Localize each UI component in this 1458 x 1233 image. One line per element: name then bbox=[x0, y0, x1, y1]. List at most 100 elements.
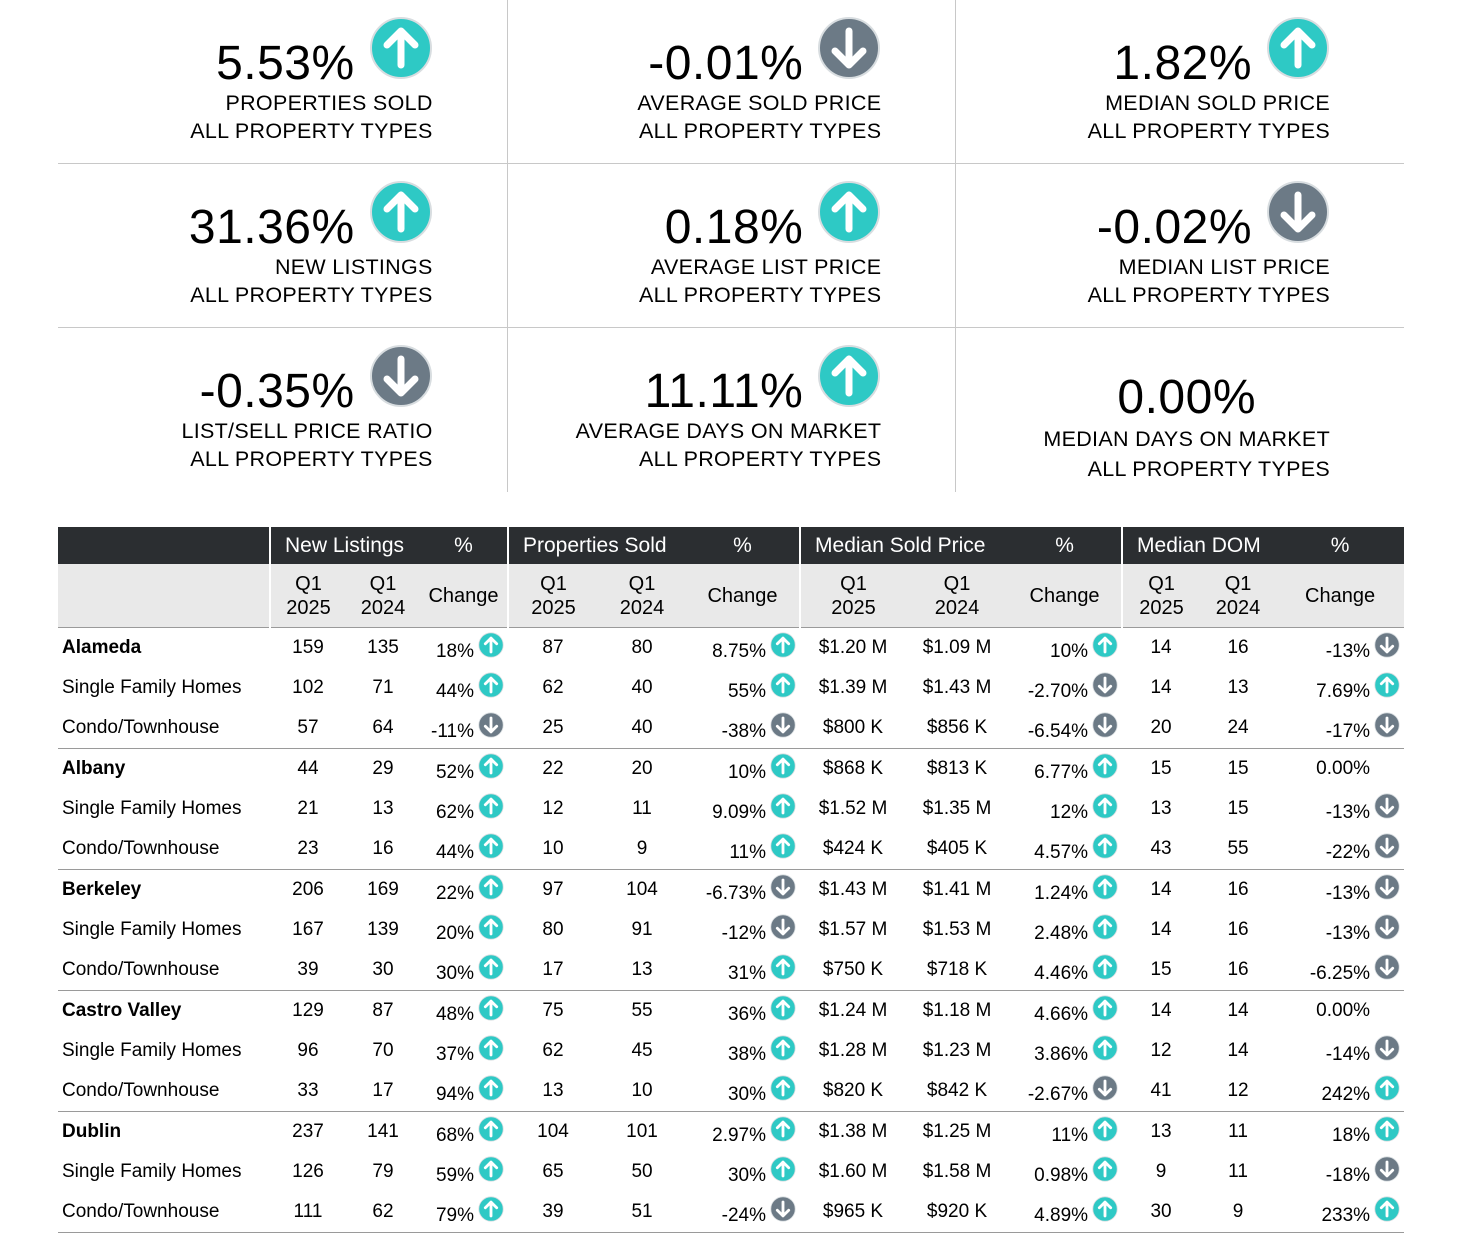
kpi-sublabel: ALL PROPERTY TYPES bbox=[638, 447, 882, 471]
change-value: 0.00% bbox=[1316, 758, 1371, 779]
up-arrow-icon bbox=[478, 874, 504, 900]
change-cell: -14% bbox=[1276, 1031, 1404, 1071]
value-2024: 91 bbox=[631, 919, 653, 940]
change-cell: -13% bbox=[1276, 910, 1404, 950]
change-cell: 233% bbox=[1276, 1192, 1405, 1233]
change-value: 7.69% bbox=[1316, 681, 1371, 702]
kpi-sublabel: ALL PROPERTY TYPES bbox=[1087, 283, 1331, 307]
value-2025: $800 K bbox=[822, 717, 884, 738]
change-value: 11% bbox=[729, 842, 767, 863]
change-value: -6.54% bbox=[1027, 721, 1089, 742]
row-label: Single Family Homes bbox=[62, 919, 242, 940]
kpi-label: AVERAGE LIST PRICE bbox=[650, 255, 882, 279]
value-2025: 30 bbox=[1122, 1192, 1201, 1233]
change-cell: -13% bbox=[1276, 628, 1404, 669]
change-cell: -13% bbox=[1276, 869, 1405, 910]
change-value: 233% bbox=[1321, 1205, 1371, 1226]
value-2025: 41 bbox=[1150, 1080, 1172, 1101]
change-cell: -18% bbox=[1276, 1152, 1404, 1192]
value-2024: 71 bbox=[372, 677, 394, 698]
value-2024: $1.25 M bbox=[906, 1111, 1009, 1152]
value-2024: 141 bbox=[346, 1111, 420, 1152]
value-2024: 12 bbox=[1227, 1080, 1249, 1101]
down-arrow-icon bbox=[1092, 672, 1118, 698]
group-header-properties-sold: Properties Sold bbox=[506, 527, 687, 564]
value-2025: 15 bbox=[1122, 748, 1201, 789]
change-value: 4.57% bbox=[1034, 842, 1089, 863]
value-2024: $813 K bbox=[906, 748, 1009, 789]
value-2025: $820 K bbox=[822, 1080, 884, 1101]
value-2025: 39 bbox=[508, 1192, 598, 1233]
value-2025: 104 bbox=[508, 1111, 598, 1152]
table-row: Single Family Homes 126 79 59% 65 50 30% $1.60 … bbox=[58, 1152, 1404, 1192]
change-value: 2.48% bbox=[1034, 923, 1089, 944]
value-2025: 14 bbox=[1122, 869, 1201, 910]
value-2025: 206 bbox=[270, 869, 346, 910]
change-cell: 30% bbox=[420, 950, 508, 991]
value-2024: $1.23 M bbox=[922, 1040, 992, 1061]
group-header-new-listings: New Listings bbox=[269, 527, 420, 564]
kpi-value: 0.00% bbox=[1117, 371, 1256, 424]
change-cell: 68% bbox=[420, 1111, 508, 1152]
kpi-sublabel: ALL PROPERTY TYPES bbox=[190, 447, 433, 471]
up-arrow-icon bbox=[1267, 17, 1330, 79]
value-2024: $1.18 M bbox=[906, 990, 1009, 1031]
down-arrow-icon bbox=[478, 712, 504, 738]
row-label: Condo/Townhouse bbox=[62, 717, 220, 738]
value-2025: $1.60 M bbox=[818, 1161, 888, 1182]
change-value: 37% bbox=[435, 1044, 474, 1065]
change-value: -13% bbox=[1325, 802, 1371, 823]
change-value: 0.98% bbox=[1034, 1165, 1089, 1186]
kpi-sublabel: ALL PROPERTY TYPES bbox=[638, 119, 882, 143]
change-value: 8.75% bbox=[712, 641, 767, 662]
value-2024: 24 bbox=[1227, 717, 1249, 738]
value-2025: 21 bbox=[297, 798, 319, 819]
value-2024: 70 bbox=[372, 1040, 394, 1061]
kpi-sublabel: ALL PROPERTY TYPES bbox=[190, 283, 433, 307]
change-cell: -2.70% bbox=[1008, 668, 1122, 708]
kpi-card: 1.82% MEDIAN SOLD PRICE ALL PROPERTY TYPES bbox=[955, 0, 1404, 163]
value-2024: $842 K bbox=[926, 1080, 988, 1101]
value-2024: 15 bbox=[1227, 798, 1249, 819]
down-arrow-icon bbox=[1374, 632, 1400, 658]
table-row-area: Dublin 237 141 68% 104 101 2.97% $1.38 M $1.25 M… bbox=[58, 1111, 1405, 1152]
change-cell: 30% bbox=[686, 1071, 800, 1112]
value-2025: 96 bbox=[297, 1040, 319, 1061]
value-2025: 15 bbox=[1150, 959, 1172, 980]
change-value: 68% bbox=[435, 1125, 474, 1146]
value-2024: 55 bbox=[1227, 838, 1249, 859]
down-arrow-icon bbox=[1374, 1035, 1400, 1061]
change-cell: 242% bbox=[1276, 1071, 1404, 1112]
down-arrow-icon bbox=[1374, 914, 1400, 940]
change-value: 52% bbox=[435, 762, 474, 783]
value-2024: 104 bbox=[598, 869, 687, 910]
change-cell: -17% bbox=[1276, 708, 1404, 749]
change-value: 1.24% bbox=[1034, 883, 1089, 904]
value-2025: 9 bbox=[1155, 1161, 1167, 1182]
sub-header-q1-2025: Q1 2025 bbox=[507, 564, 598, 628]
change-value: 79% bbox=[435, 1205, 474, 1226]
kpi-sublabel: ALL PROPERTY TYPES bbox=[1087, 457, 1331, 481]
change-value: 10% bbox=[1050, 641, 1089, 662]
value-2024: 17 bbox=[372, 1080, 394, 1101]
change-value: -13% bbox=[1325, 641, 1371, 662]
up-arrow-icon bbox=[478, 914, 504, 940]
kpi-sublabel: ALL PROPERTY TYPES bbox=[638, 283, 882, 307]
row-label: Single Family Homes bbox=[62, 1040, 242, 1061]
up-arrow-icon bbox=[770, 1116, 796, 1142]
table-row: Condo/Townhouse 23 16 44% 10 9 11% $424 K $405 K… bbox=[58, 829, 1404, 870]
row-label: Dublin bbox=[58, 1111, 270, 1152]
down-arrow-icon bbox=[1374, 793, 1400, 819]
value-2025: 13 bbox=[1150, 798, 1172, 819]
change-value: 18% bbox=[435, 641, 474, 662]
value-2024: 50 bbox=[631, 1161, 653, 1182]
up-arrow-icon bbox=[478, 632, 504, 658]
up-arrow-icon bbox=[478, 672, 504, 698]
kpi-row: -0.35% LIST/SELL PRICE RATIO ALL PROPERTY … bbox=[58, 327, 1404, 492]
change-value: 0.00% bbox=[1316, 1000, 1371, 1021]
value-2024: $718 K bbox=[926, 959, 988, 980]
change-cell: -13% bbox=[1276, 789, 1404, 829]
change-cell: 10% bbox=[686, 748, 801, 789]
kpi-card: -0.02% MEDIAN LIST PRICE ALL PROPERTY TYPE… bbox=[955, 164, 1404, 327]
change-value: 4.46% bbox=[1034, 963, 1089, 984]
